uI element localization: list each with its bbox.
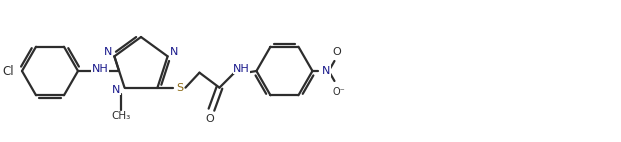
Text: NH: NH (233, 64, 250, 74)
Text: CH₃: CH₃ (111, 111, 130, 121)
Text: N: N (104, 47, 112, 57)
Text: O⁻: O⁻ (332, 87, 345, 97)
Text: NH: NH (92, 64, 109, 74)
Text: N: N (170, 47, 178, 57)
Text: O: O (332, 47, 341, 57)
Text: Cl: Cl (2, 64, 14, 78)
Text: N: N (322, 66, 330, 76)
Text: S: S (176, 83, 183, 93)
Text: N: N (112, 85, 120, 95)
Text: O: O (205, 114, 214, 124)
